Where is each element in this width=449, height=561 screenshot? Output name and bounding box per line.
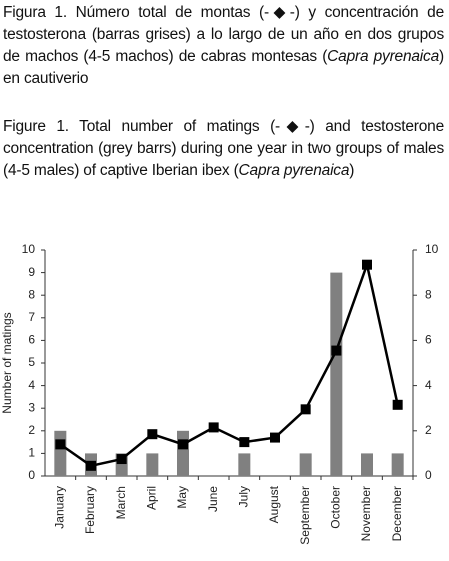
- y-tick-label: 0: [28, 468, 35, 482]
- marker: [239, 437, 250, 448]
- x-tick-label: June: [206, 486, 220, 512]
- marker: [300, 404, 311, 415]
- y2-tick-label: 0: [425, 468, 432, 482]
- x-tick-label: May: [175, 486, 189, 509]
- bar: [391, 453, 404, 476]
- bar: [146, 453, 159, 476]
- y-tick-label: 5: [28, 355, 35, 369]
- marker: [116, 454, 127, 465]
- caption-english: Figure 1. Total number of matings (-◆-) …: [3, 116, 444, 182]
- y-tick-label: 8: [28, 287, 35, 301]
- y2-tick-label: 4: [425, 378, 432, 392]
- marker: [331, 345, 342, 356]
- marker: [392, 399, 403, 410]
- y2-tick-label: 10: [425, 242, 439, 256]
- x-tick-label: February: [83, 486, 97, 534]
- y-tick-label: 7: [28, 310, 35, 324]
- y-tick-label: 9: [28, 265, 35, 279]
- caption-italic: Capra pyrenaica: [327, 48, 440, 65]
- y2-tick-label: 2: [425, 423, 432, 437]
- chart: Number of matings 0 1 2 3 4 5 6 7 8 9 10 0 2 4 6 8 10 Jan…: [0, 242, 439, 545]
- line: [59, 260, 399, 468]
- marker: [147, 429, 158, 440]
- caption-text: Figura 1. Número total de montas (-◆-) y…: [3, 4, 444, 65]
- bar: [299, 453, 312, 476]
- y-tick-label: 4: [28, 378, 35, 392]
- caption-text: ) en cautiverio: [3, 48, 444, 87]
- x-tick-label: April: [145, 486, 159, 510]
- y-tick-label: 6: [28, 333, 35, 347]
- x-tick-label: September: [298, 486, 312, 545]
- y2-tick-label: 6: [425, 333, 432, 347]
- x-tick-label: July: [237, 486, 251, 507]
- caption-text: Figure 1. Total number of matings (-◆-) …: [3, 118, 444, 179]
- marker: [362, 259, 372, 270]
- caption-italic: Capra pyrenaica: [238, 162, 350, 179]
- y-tick-label: 3: [28, 400, 35, 414]
- marker: [86, 460, 96, 471]
- caption-text: ): [349, 162, 355, 179]
- bar: [361, 453, 373, 476]
- marker: [270, 432, 280, 443]
- y-axis-label: Number of matings: [0, 312, 14, 413]
- y-tick-label: 10: [22, 242, 36, 256]
- bar: [238, 453, 251, 476]
- x-tick-label: March: [114, 486, 128, 519]
- x-tick-label: December: [390, 486, 404, 541]
- caption-spanish: Figura 1. Número total de montas (-◆-) y…: [3, 2, 444, 90]
- x-tick-label: November: [359, 486, 373, 541]
- y2-tick-label: 8: [425, 287, 432, 301]
- x-tick-label: October: [329, 486, 343, 529]
- y-tick-label: 1: [28, 446, 35, 460]
- marker: [55, 439, 66, 450]
- marker: [208, 422, 219, 433]
- bar: [177, 430, 189, 476]
- bar: [330, 272, 343, 476]
- x-tick-label: August: [267, 485, 281, 523]
- marker: [178, 439, 188, 450]
- x-tick-label: January: [53, 486, 67, 529]
- bar: [54, 430, 67, 476]
- y-tick-label: 2: [28, 423, 35, 437]
